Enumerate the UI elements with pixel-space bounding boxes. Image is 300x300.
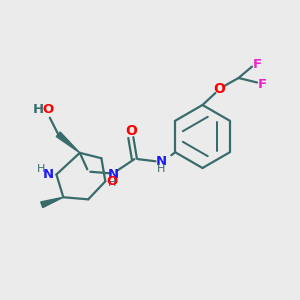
Text: H: H	[37, 164, 45, 174]
Text: N: N	[43, 168, 54, 181]
Text: F: F	[253, 58, 262, 71]
Text: O: O	[43, 103, 54, 116]
Text: O: O	[125, 124, 137, 138]
Text: H: H	[157, 164, 166, 174]
Text: N: N	[156, 155, 167, 168]
Text: H: H	[108, 178, 116, 188]
Text: H: H	[33, 103, 44, 116]
Text: O: O	[106, 175, 118, 188]
Polygon shape	[56, 132, 80, 153]
Text: N: N	[107, 168, 118, 181]
Text: O: O	[213, 82, 225, 96]
Text: F: F	[258, 78, 267, 92]
Polygon shape	[41, 197, 63, 208]
